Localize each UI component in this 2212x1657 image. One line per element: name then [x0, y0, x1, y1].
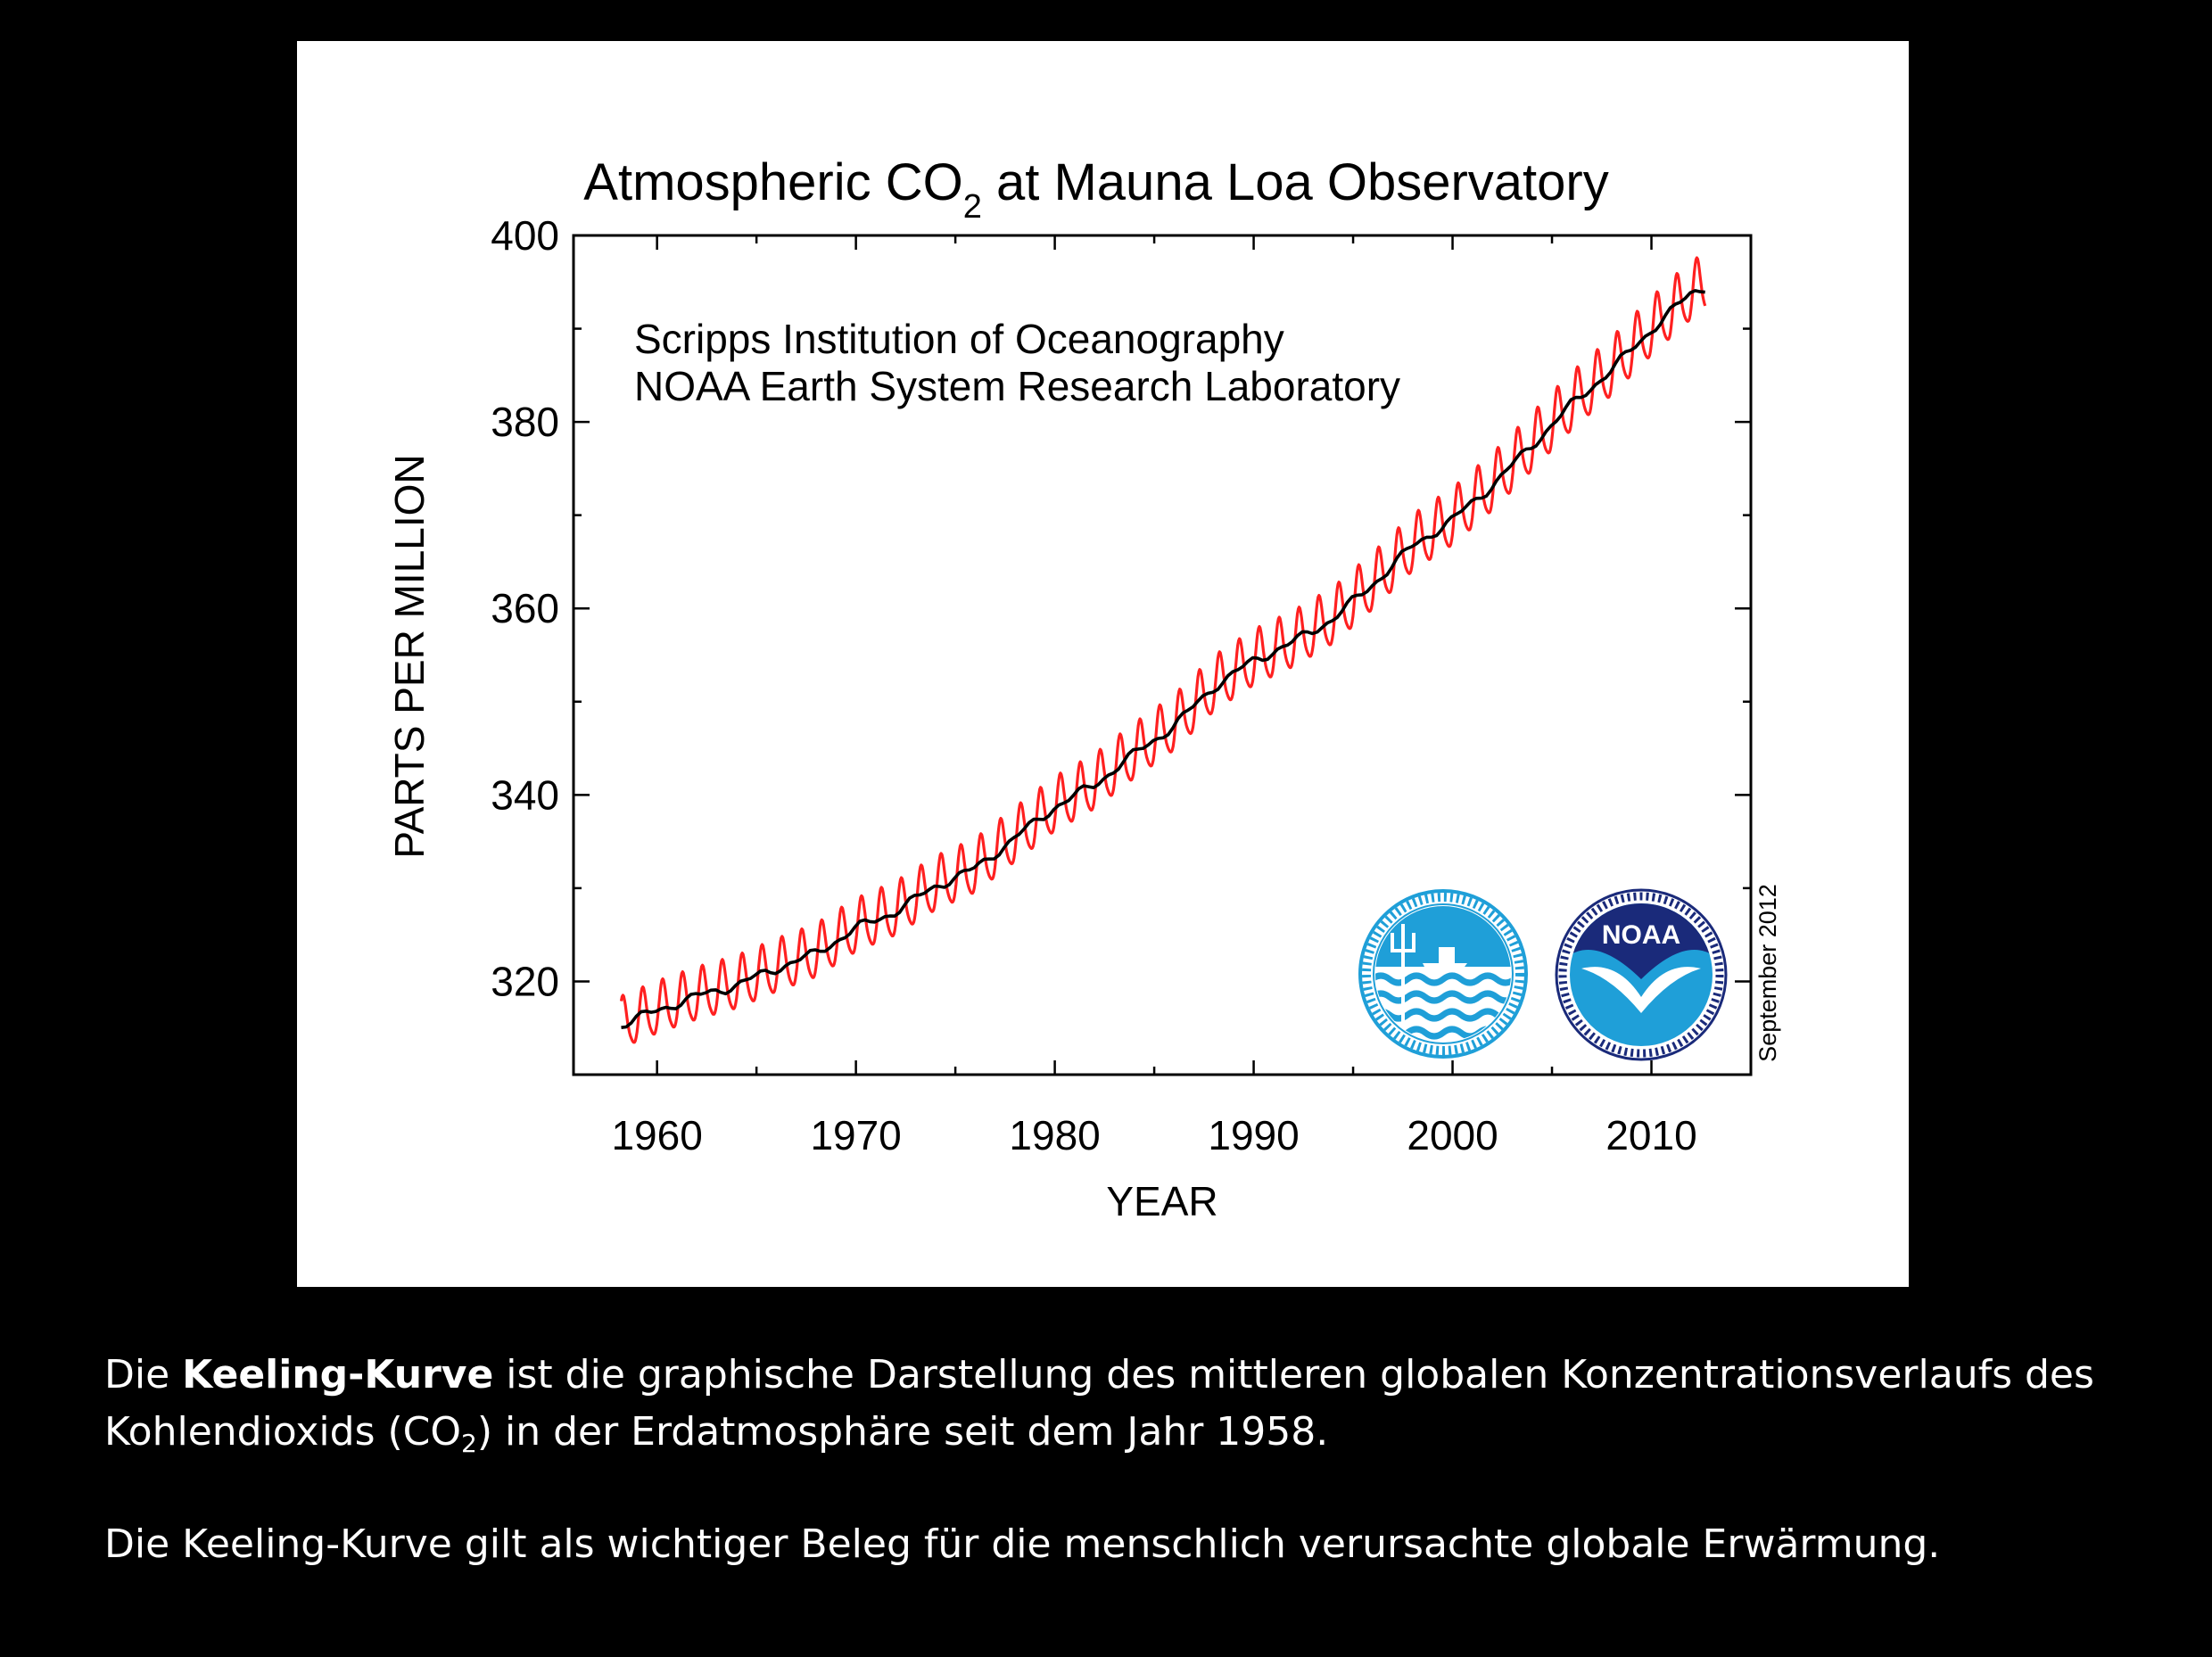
caption: Die Keeling-Kurve ist die graphische Dar… [104, 1347, 2183, 1573]
annotation-scripps: Scripps Institution of Oceanography [634, 316, 1284, 362]
noaa-seal-logo: NOAA [1555, 888, 1728, 1061]
x-tick-label: 1960 [611, 1112, 702, 1158]
x-tick-label: 2010 [1605, 1112, 1696, 1158]
date-note: September 2012 [1754, 884, 1781, 1062]
y-tick-label: 320 [491, 958, 559, 1004]
scripps-seal-logo [1358, 889, 1528, 1059]
caption-paragraph-2: Die Keeling-Kurve gilt als wichtiger Bel… [104, 1521, 1941, 1567]
plot-frame [572, 234, 1753, 1076]
y-tick-label: 400 [491, 212, 559, 259]
y-tick-label: 360 [491, 585, 559, 631]
chart-title-main: Atmospheric CO [583, 153, 962, 211]
chart-title: Atmospheric CO2 at Mauna Loa Observatory [583, 153, 1608, 226]
x-tick-label: 1980 [1009, 1112, 1100, 1158]
keeling-curve-chart: Atmospheric CO2 at Mauna Loa Observatory… [386, 153, 1781, 1224]
caption-subscript: 2 [461, 1429, 477, 1458]
caption-keyword: Keeling-Kurve [182, 1352, 494, 1397]
y-tick-label: 340 [491, 771, 559, 818]
annotation-noaa: NOAA Earth System Research Laboratory [634, 363, 1400, 409]
monthly-co2-series-line [619, 256, 1707, 1044]
annual-trend-series-line [621, 289, 1705, 1029]
y-tick-label: 380 [491, 399, 559, 445]
svg-text:NOAA: NOAA [1602, 920, 1680, 950]
x-tick-label: 2000 [1407, 1112, 1498, 1158]
x-tick-labels: 1960 1970 1980 1990 2000 2010 [611, 1112, 1696, 1158]
chart-panel: Atmospheric CO2 at Mauna Loa Observatory… [297, 41, 1909, 1287]
y-tick-labels: 320 340 360 380 400 [491, 212, 559, 1004]
x-tick-label: 1970 [810, 1112, 901, 1158]
x-tick-label: 1990 [1208, 1112, 1299, 1158]
caption-paragraph-1: Die Keeling-Kurve ist die graphische Dar… [104, 1352, 2094, 1458]
chart-title-subscript: 2 [963, 188, 982, 226]
x-axis-label: YEAR [1106, 1178, 1217, 1224]
chart-title-rest: at Mauna Loa Observatory [982, 153, 1609, 211]
axis-ticks [574, 234, 1753, 1075]
y-axis-label: PARTS PER MILLION [386, 454, 433, 858]
